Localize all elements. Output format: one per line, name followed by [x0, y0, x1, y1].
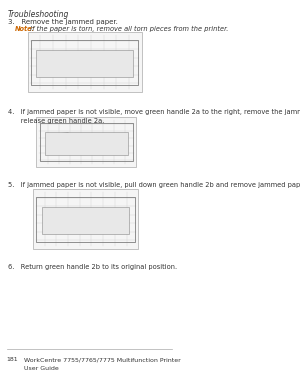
Text: WorkCentre 7755/7765/7775 Multifunction Printer: WorkCentre 7755/7765/7775 Multifunction … — [24, 357, 181, 362]
Text: 6.   Return green handle 2b to its original position.: 6. Return green handle 2b to its origina… — [8, 264, 178, 270]
Bar — [37, 197, 135, 242]
Text: 4.   If jammed paper is not visible, move green handle 2a to the right, remove t: 4. If jammed paper is not visible, move … — [8, 109, 300, 115]
Bar — [45, 132, 128, 154]
Text: If the paper is torn, remove all torn pieces from the printer.: If the paper is torn, remove all torn pi… — [28, 26, 228, 32]
Text: 181: 181 — [7, 357, 18, 362]
Text: Note:: Note: — [14, 26, 35, 32]
Text: 3.   Remove the jammed paper.: 3. Remove the jammed paper. — [8, 19, 118, 25]
Text: release green handle 2a.: release green handle 2a. — [8, 118, 105, 124]
Text: Troubleshooting: Troubleshooting — [8, 10, 69, 19]
Text: User Guide: User Guide — [24, 366, 59, 371]
Bar — [33, 189, 138, 249]
Bar — [40, 123, 133, 161]
Bar — [37, 117, 136, 167]
Bar — [37, 50, 133, 77]
Bar — [42, 207, 129, 234]
Bar — [31, 40, 138, 85]
Text: 5.   If jammed paper is not visible, pull down green handle 2b and remove jammed: 5. If jammed paper is not visible, pull … — [8, 182, 300, 188]
Bar — [28, 32, 142, 92]
